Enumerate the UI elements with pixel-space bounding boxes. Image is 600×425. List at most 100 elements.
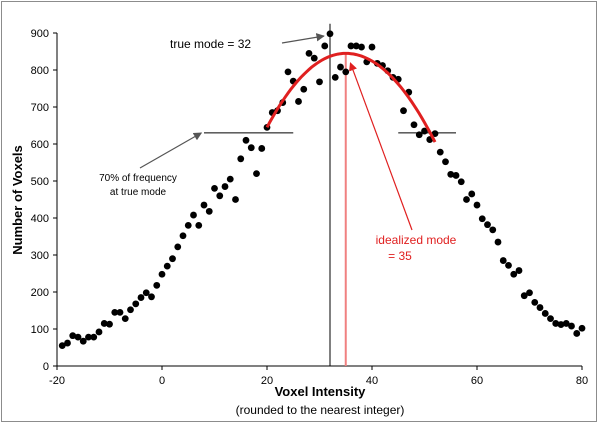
data-point <box>111 308 119 316</box>
data-point <box>442 158 449 166</box>
data-point <box>132 300 140 308</box>
data-point <box>557 321 565 328</box>
data-point <box>79 337 87 345</box>
data-point <box>321 42 329 50</box>
data-point <box>510 270 518 278</box>
data-point <box>116 308 124 316</box>
x-tick-label: 20 <box>261 375 273 387</box>
data-point <box>211 185 218 192</box>
y-tick-label: 900 <box>31 28 49 40</box>
seventy-percent-arrow <box>139 132 203 169</box>
data-point <box>242 136 250 144</box>
idealized-mode-label-line2: = 35 <box>388 249 412 263</box>
data-point <box>237 155 245 163</box>
data-point <box>368 43 376 51</box>
x-tick-label: -20 <box>49 375 65 387</box>
seventy-percent-label-line2: at true mode <box>110 187 167 198</box>
data-point <box>463 196 470 203</box>
data-point <box>447 170 455 178</box>
data-point <box>179 232 187 240</box>
data-point <box>573 330 581 337</box>
data-point <box>536 304 544 311</box>
data-point <box>337 63 344 71</box>
data-point <box>541 310 549 317</box>
x-tick-label: 60 <box>471 375 483 387</box>
data-point <box>484 221 491 229</box>
data-point <box>121 315 129 323</box>
y-tick-label: 700 <box>31 102 49 114</box>
data-point <box>347 42 355 50</box>
data-point <box>531 298 539 306</box>
y-tick-label: 300 <box>31 250 49 262</box>
data-point <box>499 257 507 264</box>
data-point <box>100 320 108 327</box>
idealized-mode-arrow <box>349 62 413 231</box>
y-tick-label: 200 <box>31 287 49 299</box>
data-point <box>457 178 465 186</box>
data-point <box>415 131 423 139</box>
data-point <box>326 30 334 38</box>
data-point <box>568 322 575 330</box>
x-tick-label: 80 <box>576 375 588 387</box>
data-point <box>468 190 476 198</box>
data-point <box>295 98 302 105</box>
data-point <box>520 292 528 300</box>
data-point <box>253 170 260 178</box>
data-point <box>578 324 586 332</box>
data-point <box>163 262 171 270</box>
data-point <box>552 320 560 327</box>
data-point <box>452 172 460 179</box>
data-point <box>562 320 570 327</box>
x-axis-title: Voxel Intensity <box>275 384 367 399</box>
data-point <box>69 332 77 340</box>
data-point <box>505 261 512 269</box>
data-point <box>64 339 71 347</box>
data-point <box>169 255 176 263</box>
x-tick-label: 0 <box>159 375 165 387</box>
data-point <box>137 294 145 301</box>
fitted-parabola-curve <box>265 51 437 143</box>
y-tick-label: 400 <box>31 213 49 225</box>
data-point <box>421 127 428 135</box>
data-point <box>74 333 82 341</box>
y-tick-label: 600 <box>31 139 49 151</box>
data-point <box>305 49 313 57</box>
data-point <box>184 222 192 229</box>
data-point <box>494 238 502 246</box>
x-tick-label: 40 <box>366 375 378 387</box>
data-point <box>316 78 323 86</box>
data-point <box>489 226 497 234</box>
data-point <box>331 74 339 81</box>
data-point <box>515 267 523 274</box>
data-point <box>310 54 318 62</box>
data-point <box>247 144 255 152</box>
data-point <box>400 107 407 115</box>
data-point <box>342 68 350 76</box>
x-axis-subtitle: (rounded to the nearest integer) <box>236 403 405 417</box>
data-point <box>127 306 134 314</box>
data-point <box>352 42 360 50</box>
data-point <box>431 130 439 138</box>
true-mode-arrow <box>281 33 325 44</box>
data-point <box>148 293 155 301</box>
data-point <box>216 192 224 200</box>
data-point <box>200 201 208 209</box>
y-tick-label: 800 <box>31 65 49 77</box>
data-point <box>153 281 161 289</box>
data-point <box>142 289 150 297</box>
seventy-percent-label-line1: 70% of frequency <box>99 173 177 184</box>
y-tick-label: 100 <box>31 324 49 336</box>
data-point <box>547 315 554 323</box>
data-point <box>473 201 481 209</box>
data-point <box>174 243 182 251</box>
y-tick-label: 500 <box>31 176 49 188</box>
data-point <box>258 145 266 152</box>
data-point <box>85 333 92 341</box>
data-point <box>232 196 239 203</box>
data-point <box>226 175 234 183</box>
data-point <box>205 207 213 215</box>
data-point <box>300 85 308 93</box>
